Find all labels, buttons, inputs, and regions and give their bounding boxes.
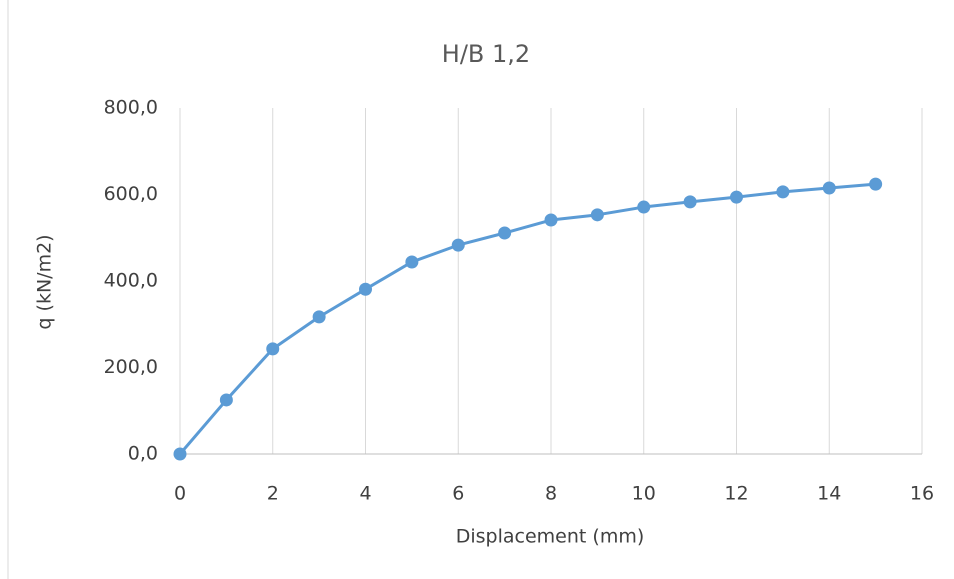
data-point xyxy=(174,448,187,461)
y-tick-label: 800,0 xyxy=(104,97,158,119)
chart: H/B 1,2 Displacement (mm) q (kN/m2) 0 2 4 6… xyxy=(0,0,954,579)
y-tick-label: 200,0 xyxy=(104,356,158,378)
data-point xyxy=(266,342,279,355)
x-tick-label: 12 xyxy=(724,483,748,505)
y-tick-label: 0,0 xyxy=(128,443,158,465)
chart-title: H/B 1,2 xyxy=(442,40,530,68)
y-tick-label: 400,0 xyxy=(104,270,158,292)
data-point xyxy=(313,310,326,323)
data-point xyxy=(730,191,743,204)
data-point xyxy=(452,239,465,252)
x-tick-label: 0 xyxy=(174,483,186,505)
data-point xyxy=(498,226,511,239)
data-point xyxy=(359,283,372,296)
data-point xyxy=(545,214,558,227)
x-tick-label: 2 xyxy=(267,483,279,505)
x-tick-label: 10 xyxy=(632,483,656,505)
data-point xyxy=(220,393,233,406)
y-axis-title: q (kN/m2) xyxy=(34,234,56,329)
x-axis-title: Displacement (mm) xyxy=(456,526,645,548)
x-tick-label: 14 xyxy=(817,483,841,505)
x-tick-label: 6 xyxy=(452,483,464,505)
data-point xyxy=(591,208,604,221)
data-point xyxy=(684,195,697,208)
data-point xyxy=(869,178,882,191)
x-tick-label: 4 xyxy=(359,483,371,505)
data-point xyxy=(823,182,836,195)
data-line xyxy=(180,184,876,454)
x-tick-label: 8 xyxy=(545,483,557,505)
x-tick-label: 16 xyxy=(910,483,934,505)
data-point xyxy=(776,185,789,198)
data-point xyxy=(405,255,418,268)
y-tick-label: 600,0 xyxy=(104,183,158,205)
data-point xyxy=(637,201,650,214)
